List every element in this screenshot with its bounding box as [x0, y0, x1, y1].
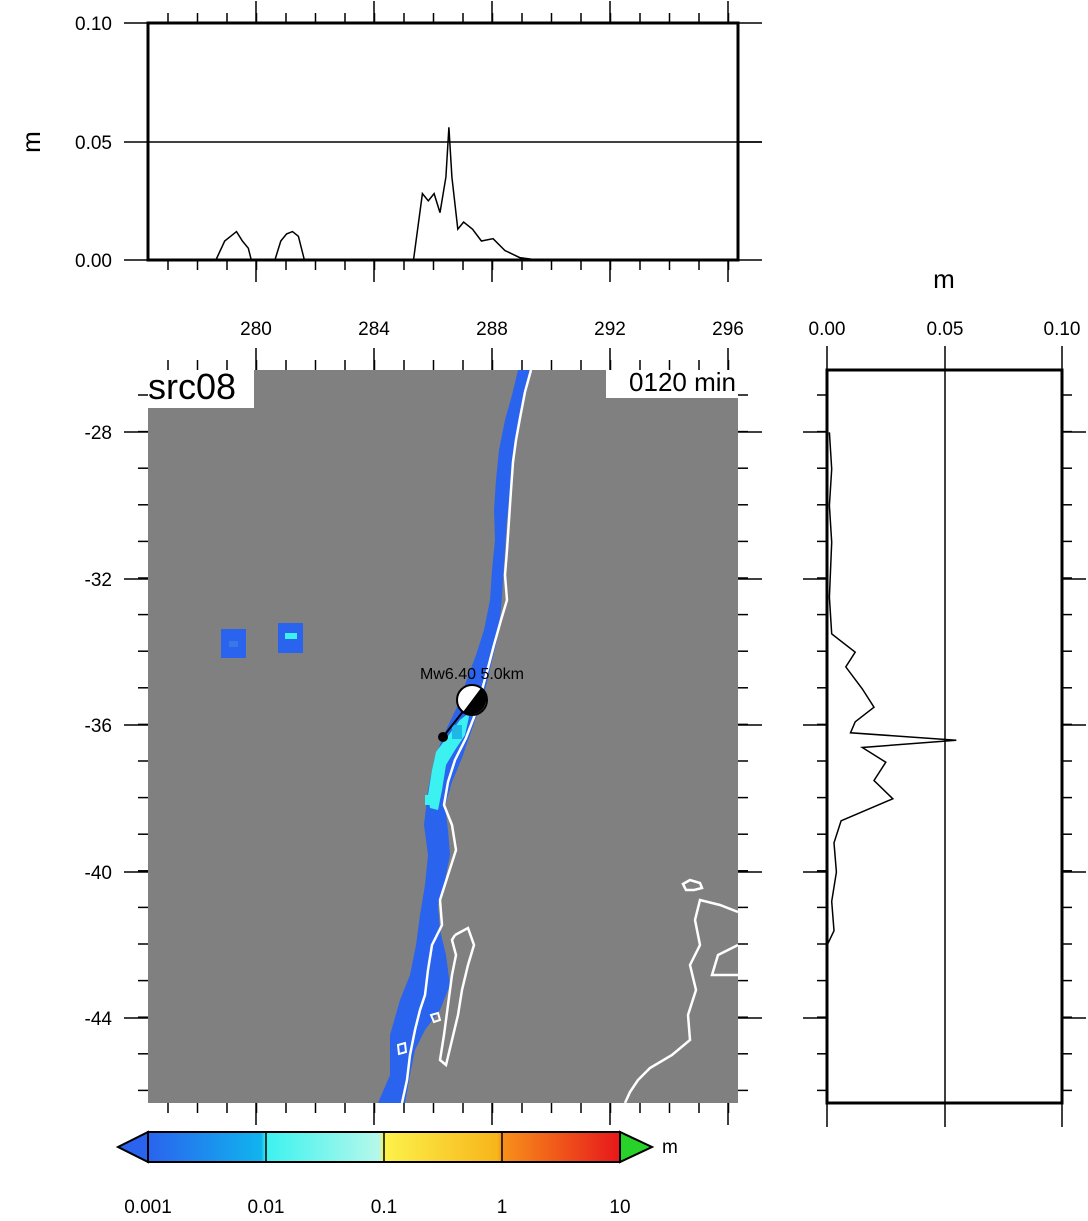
top-profile-panel: 0.10 0.05 0.00 m — [16, 1, 762, 282]
source-label-box — [146, 366, 254, 408]
side-xtick-label: 0.10 — [1044, 319, 1081, 340]
east-coastline-inlet — [710, 943, 739, 977]
time-label-box — [606, 366, 740, 398]
small-island — [681, 878, 704, 892]
source-label: src08 — [148, 366, 236, 407]
lat-tick-label: -40 — [85, 863, 112, 884]
side-x-unit-label: m — [933, 264, 955, 294]
top-y-unit-label: m — [16, 131, 46, 153]
lon-tick-label: 280 — [240, 319, 272, 340]
east-coastline — [623, 898, 739, 1104]
colorbar-tick-label: 0.001 — [124, 1197, 172, 1218]
lat-tick-label: -28 — [85, 423, 112, 444]
top-ytick-label: 0.00 — [75, 251, 112, 272]
lon-tick-label: 296 — [712, 319, 744, 340]
colorbar-low-arrow — [115, 1130, 149, 1164]
colorbar-tick-label: 1 — [497, 1197, 508, 1218]
map-ticks — [124, 348, 762, 1125]
top-profile-line — [215, 127, 538, 261]
wave-amplitude-mid-patch — [452, 725, 462, 739]
epicenter-dot — [438, 732, 448, 742]
colorbar-tick-label: 10 — [609, 1197, 630, 1218]
side-xtick-label: 0.00 — [809, 319, 846, 340]
lat-tick-label: -36 — [85, 716, 112, 737]
colorbar: m 0.001 0.01 0.1 1 10 — [115, 1130, 678, 1218]
lon-tick-label: 292 — [594, 319, 626, 340]
lat-tick-label: -44 — [85, 1009, 113, 1030]
colorbar-unit-label: m — [662, 1137, 678, 1158]
lon-tick-label: 284 — [358, 319, 390, 340]
top-panel-ticks — [124, 1, 762, 282]
chiloe-island-coast — [438, 926, 476, 1068]
side-panel-ticks — [803, 346, 1086, 1127]
side-xtick-label: 0.05 — [927, 319, 964, 340]
side-profile-panel: m 0.00 0.05 0.10 — [803, 264, 1086, 1127]
top-ytick-label: 0.05 — [75, 133, 112, 154]
lon-tick-label: 288 — [476, 319, 508, 340]
top-ytick-label: 0.10 — [75, 14, 112, 35]
earthquake-label: Mw6.40 5.0km — [420, 666, 524, 683]
wave-amplitude-high-patch — [425, 795, 437, 805]
colorbar-tick-label: 0.01 — [248, 1197, 285, 1218]
colorbar-high-arrow — [619, 1130, 655, 1164]
coastline — [400, 369, 533, 1104]
lat-tick-label: -32 — [85, 570, 112, 591]
small-island — [429, 1011, 442, 1024]
time-label: 0120 min — [629, 367, 736, 397]
focal-mechanism-beachball-icon — [456, 684, 488, 716]
island-wave-patch-mid — [229, 641, 238, 647]
map-panel: Mw6.40 5.0km src08 0120 min — [124, 348, 762, 1125]
small-island — [396, 1041, 408, 1056]
island-wave-patch-high — [285, 633, 297, 639]
side-profile-line — [826, 432, 957, 946]
colorbar-tick-label: 0.1 — [371, 1197, 397, 1218]
